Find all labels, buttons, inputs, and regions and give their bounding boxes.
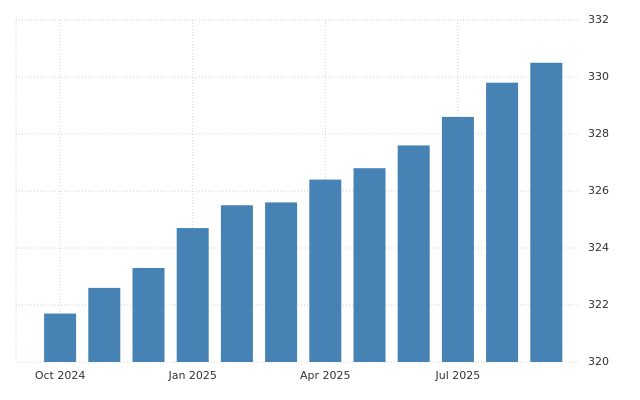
bar	[486, 82, 519, 362]
y-tick-label: 326	[588, 184, 609, 197]
y-tick-label: 328	[588, 127, 609, 140]
bar	[132, 267, 165, 362]
y-tick-label: 320	[588, 355, 609, 368]
bar	[309, 179, 342, 362]
bar	[220, 205, 253, 362]
x-tick-label: Oct 2024	[35, 369, 86, 382]
y-tick-label: 330	[588, 70, 609, 83]
y-tick-label: 332	[588, 13, 609, 26]
bar	[265, 202, 298, 362]
bar	[353, 168, 386, 362]
bar	[88, 287, 121, 362]
x-tick-label: Apr 2025	[300, 369, 351, 382]
x-tick-label: Jan 2025	[167, 369, 216, 382]
y-tick-label: 322	[588, 298, 609, 311]
y-tick-label: 324	[588, 241, 609, 254]
bar	[530, 62, 563, 362]
bar	[44, 313, 77, 362]
bar	[441, 116, 474, 363]
bar	[397, 145, 430, 362]
bar	[176, 228, 209, 362]
x-tick-label: Jul 2025	[435, 369, 481, 382]
